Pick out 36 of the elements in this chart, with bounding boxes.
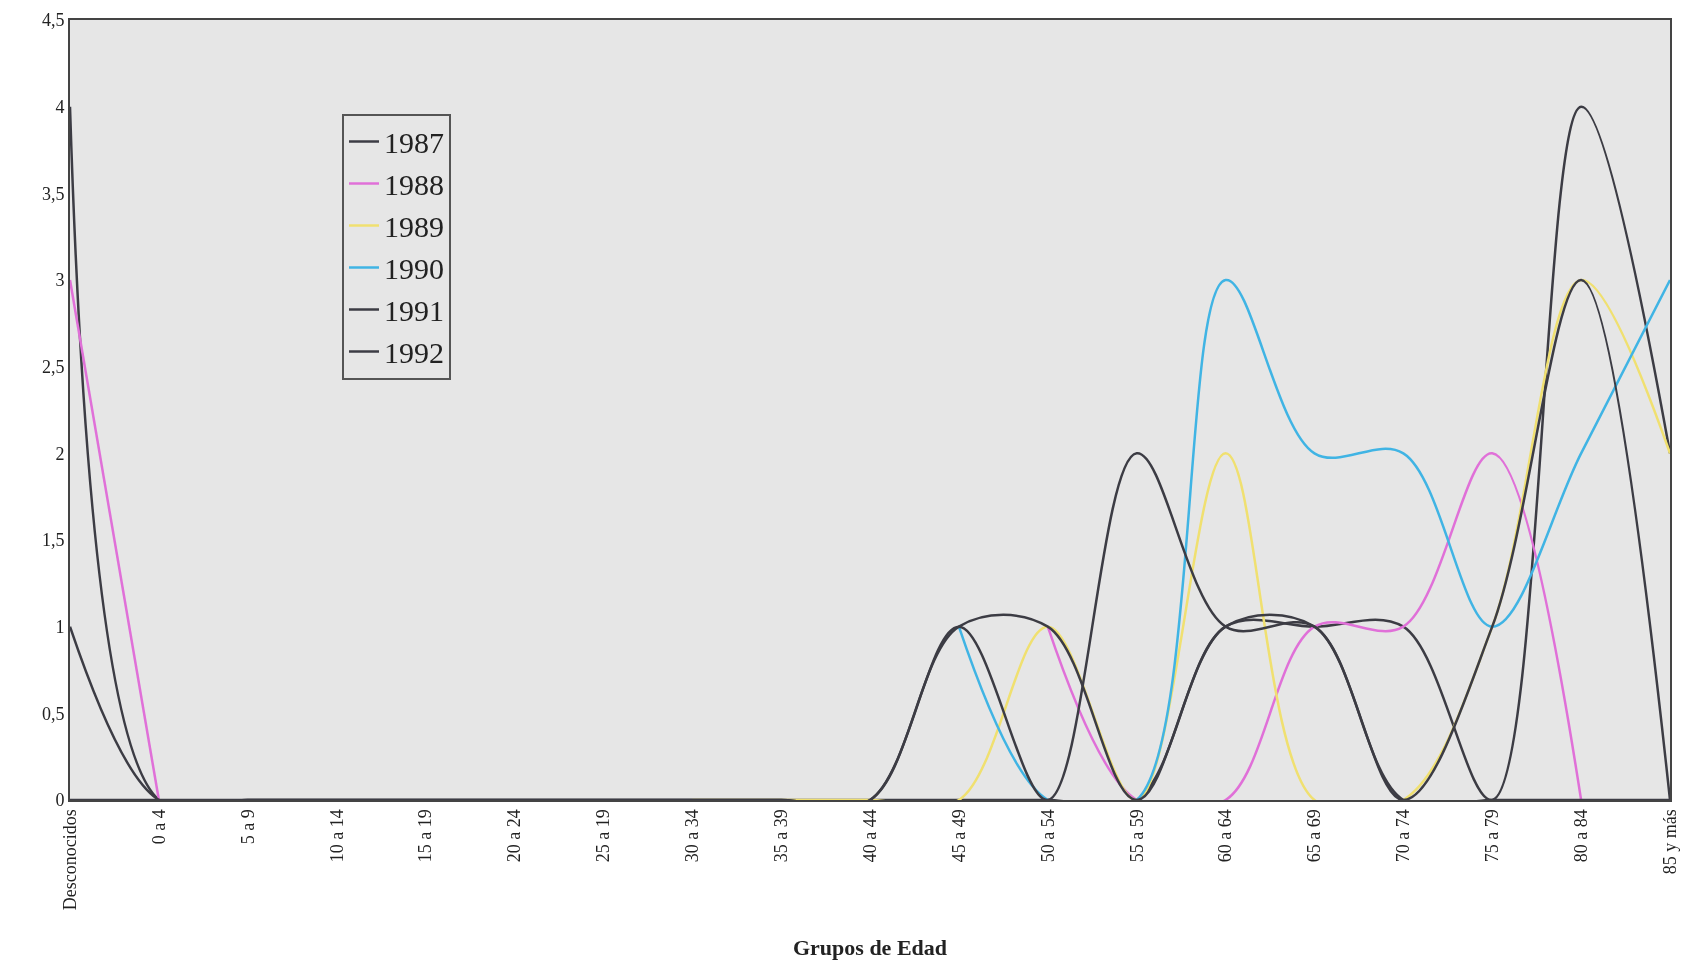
- legend-label: 1992: [384, 336, 444, 370]
- x-tick-label: 55 a 59: [1126, 809, 1147, 863]
- x-tick-label: 30 a 34: [682, 809, 703, 863]
- x-tick-label: 25 a 19: [593, 809, 614, 863]
- x-tick-label: 80 a 84: [1570, 809, 1591, 863]
- x-tick-label: 70 a 74: [1393, 809, 1414, 863]
- legend-label: 1987: [384, 126, 444, 160]
- x-tick-label: 15 a 19: [415, 809, 436, 863]
- x-axis-title: Grupos de Edad: [792, 934, 948, 960]
- x-tick-label: Desconocidos: [59, 809, 80, 911]
- y-tick-label: 3: [55, 270, 65, 291]
- x-tick-label: 50 a 54: [1037, 809, 1058, 863]
- y-tick-label: 2: [55, 443, 65, 464]
- x-tick-label: 5 a 9: [237, 809, 258, 845]
- y-tick-label: 3,5: [41, 183, 65, 204]
- y-tick-label: 1,5: [41, 530, 65, 551]
- y-tick-label: 2,5: [41, 356, 65, 377]
- x-tick-label: 65 a 69: [1304, 809, 1325, 863]
- y-tick-label: 0,5: [41, 703, 65, 724]
- x-tick-label: 85 y más: [1659, 809, 1680, 875]
- legend-label: 1991: [384, 294, 444, 328]
- x-tick-label: 20 a 24: [504, 809, 525, 863]
- x-tick-label: 45 a 49: [948, 809, 969, 863]
- legend-label: 1988: [384, 168, 444, 202]
- y-tick-label: 4: [55, 96, 65, 117]
- x-tick-label: 75 a 79: [1482, 809, 1503, 863]
- y-tick-label: 0: [55, 790, 65, 811]
- x-tick-label: 35 a 39: [770, 809, 791, 863]
- x-tick-label: 40 a 44: [859, 809, 880, 863]
- y-tick-label: 1: [55, 616, 65, 637]
- legend-label: 1990: [384, 252, 444, 286]
- legend-label: 1989: [384, 210, 444, 244]
- x-tick-label: 0 a 4: [148, 809, 169, 845]
- y-tick-label: 4,5: [41, 10, 65, 31]
- x-tick-label: 60 a 64: [1215, 809, 1236, 863]
- x-tick-label: 10 a 14: [326, 809, 347, 863]
